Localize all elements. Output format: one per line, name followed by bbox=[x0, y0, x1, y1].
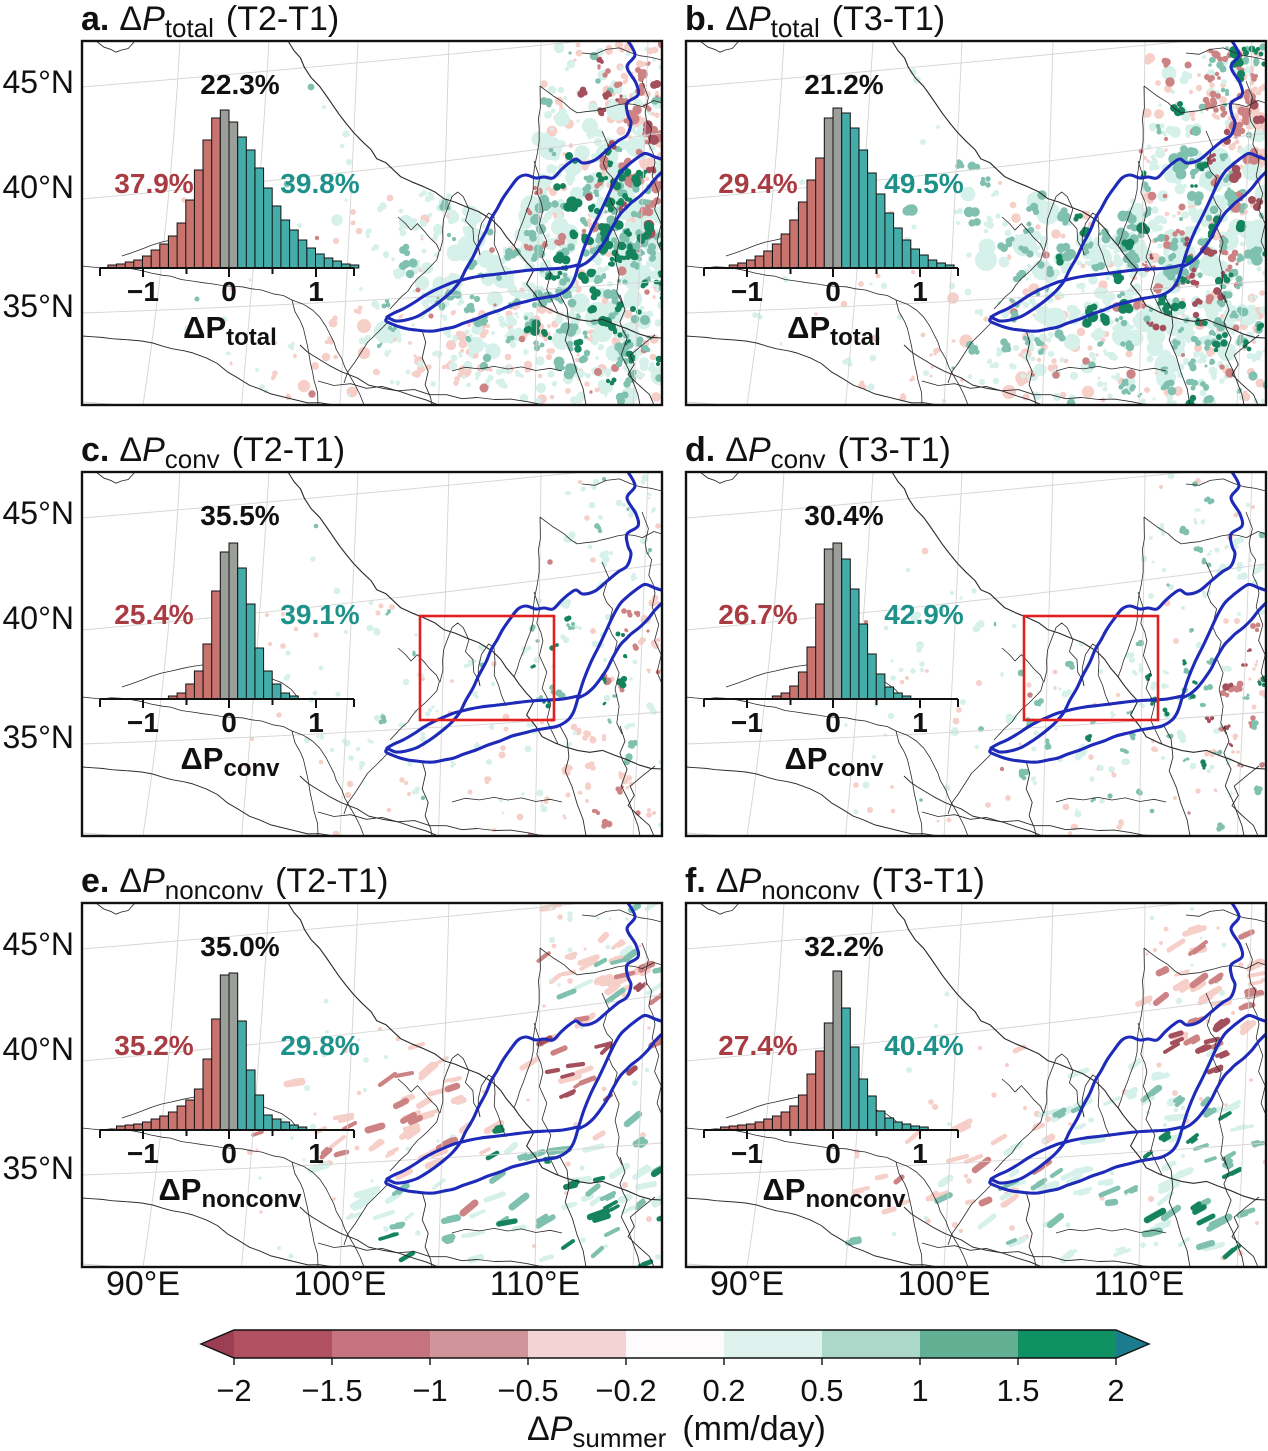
svg-text:ΔPnonconv: ΔPnonconv bbox=[763, 1172, 907, 1213]
svg-text:35.5%: 35.5% bbox=[200, 500, 279, 531]
svg-text:a.ΔPtotal(T2-T1): a. ΔPtotal (T2-T1) bbox=[81, 0, 339, 43]
svg-text:b.ΔPtotal(T3-T1): b. ΔPtotal (T3-T1) bbox=[685, 0, 945, 43]
svg-text:29.8%: 29.8% bbox=[280, 1030, 359, 1061]
svg-text:40°N: 40°N bbox=[3, 1031, 75, 1067]
svg-text:0: 0 bbox=[825, 1138, 841, 1169]
svg-text:−2: −2 bbox=[216, 1373, 251, 1408]
svg-text:40°N: 40°N bbox=[3, 600, 75, 636]
svg-text:49.5%: 49.5% bbox=[884, 168, 963, 199]
svg-text:c.ΔPconv(T2-T1): c. ΔPconv (T2-T1) bbox=[81, 431, 345, 474]
svg-text:1: 1 bbox=[308, 707, 324, 738]
svg-text:f.ΔPnonconv(T3-T1): f. ΔPnonconv (T3-T1) bbox=[685, 862, 985, 905]
svg-text:25.4%: 25.4% bbox=[114, 599, 193, 630]
svg-text:−1: −1 bbox=[731, 1138, 763, 1169]
svg-text:100°E: 100°E bbox=[293, 1265, 386, 1303]
svg-text:40.4%: 40.4% bbox=[884, 1030, 963, 1061]
svg-text:45°N: 45°N bbox=[3, 495, 75, 531]
svg-text:−1.5: −1.5 bbox=[301, 1373, 362, 1408]
svg-text:45°N: 45°N bbox=[3, 64, 75, 100]
svg-text:1: 1 bbox=[308, 276, 324, 307]
svg-text:37.9%: 37.9% bbox=[114, 168, 193, 199]
svg-text:110°E: 110°E bbox=[1094, 1265, 1184, 1303]
svg-text:110°E: 110°E bbox=[490, 1265, 580, 1303]
svg-text:1: 1 bbox=[912, 1138, 928, 1169]
svg-text:−1: −1 bbox=[127, 276, 159, 307]
svg-text:0: 0 bbox=[221, 1138, 237, 1169]
svg-text:0: 0 bbox=[221, 707, 237, 738]
svg-text:−1: −1 bbox=[127, 1138, 159, 1169]
svg-text:0: 0 bbox=[825, 707, 841, 738]
svg-text:32.2%: 32.2% bbox=[804, 931, 883, 962]
svg-text:100°E: 100°E bbox=[897, 1265, 990, 1303]
svg-text:−1: −1 bbox=[731, 707, 763, 738]
svg-text:21.2%: 21.2% bbox=[804, 69, 883, 100]
svg-text:40°N: 40°N bbox=[3, 169, 75, 205]
svg-text:90°E: 90°E bbox=[106, 1265, 180, 1303]
svg-text:1.5: 1.5 bbox=[996, 1373, 1039, 1408]
svg-text:35°N: 35°N bbox=[3, 719, 75, 755]
svg-text:1: 1 bbox=[911, 1373, 928, 1408]
svg-text:−1: −1 bbox=[731, 276, 763, 307]
svg-text:90°E: 90°E bbox=[710, 1265, 784, 1303]
svg-text:35°N: 35°N bbox=[3, 1150, 75, 1186]
svg-text:35.0%: 35.0% bbox=[200, 931, 279, 962]
svg-text:ΔPnonconv: ΔPnonconv bbox=[159, 1172, 303, 1213]
svg-text:−1: −1 bbox=[412, 1373, 447, 1408]
svg-text:2: 2 bbox=[1107, 1373, 1124, 1408]
svg-text:0.5: 0.5 bbox=[800, 1373, 843, 1408]
svg-text:1: 1 bbox=[912, 276, 928, 307]
svg-text:0.2: 0.2 bbox=[702, 1373, 745, 1408]
svg-text:39.1%: 39.1% bbox=[280, 599, 359, 630]
svg-text:27.4%: 27.4% bbox=[718, 1030, 797, 1061]
svg-text:−0.2: −0.2 bbox=[595, 1373, 656, 1408]
svg-text:e.ΔPnonconv(T2-T1): e. ΔPnonconv (T2-T1) bbox=[81, 862, 388, 905]
svg-text:29.4%: 29.4% bbox=[718, 168, 797, 199]
svg-text:d.ΔPconv(T3-T1): d. ΔPconv (T3-T1) bbox=[685, 431, 951, 474]
svg-text:0: 0 bbox=[221, 276, 237, 307]
svg-text:−1: −1 bbox=[127, 707, 159, 738]
svg-text:22.3%: 22.3% bbox=[200, 69, 279, 100]
svg-text:35.2%: 35.2% bbox=[114, 1030, 193, 1061]
svg-text:30.4%: 30.4% bbox=[804, 500, 883, 531]
svg-text:39.8%: 39.8% bbox=[280, 168, 359, 199]
svg-text:0: 0 bbox=[825, 276, 841, 307]
svg-text:26.7%: 26.7% bbox=[718, 599, 797, 630]
svg-text:−0.5: −0.5 bbox=[497, 1373, 558, 1408]
svg-text:45°N: 45°N bbox=[3, 926, 75, 962]
svg-text:1: 1 bbox=[308, 1138, 324, 1169]
svg-text:42.9%: 42.9% bbox=[884, 599, 963, 630]
svg-text:35°N: 35°N bbox=[3, 288, 75, 324]
svg-text:1: 1 bbox=[912, 707, 928, 738]
